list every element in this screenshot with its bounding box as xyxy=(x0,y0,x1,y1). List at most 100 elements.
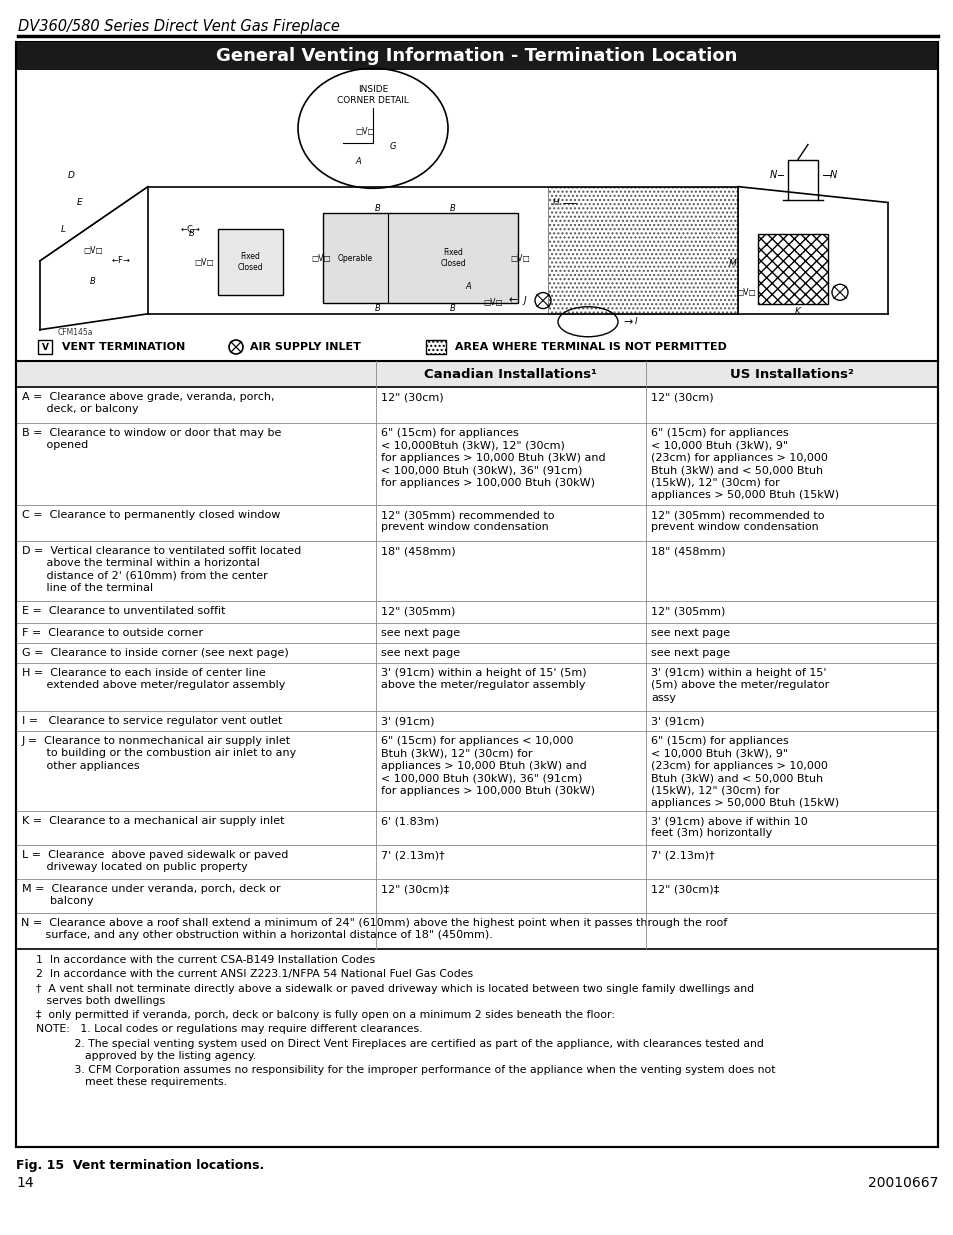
Text: 6' (1.83m): 6' (1.83m) xyxy=(380,816,438,826)
Text: A: A xyxy=(355,157,360,165)
Text: □V□: □V□ xyxy=(510,253,529,263)
Text: 18" (458mm): 18" (458mm) xyxy=(380,546,456,556)
Text: see next page: see next page xyxy=(380,629,459,638)
Text: E: E xyxy=(77,198,83,207)
Text: 2  In accordance with the current ANSI Z223.1/NFPA 54 National Fuel Gas Codes: 2 In accordance with the current ANSI Z2… xyxy=(36,969,473,979)
Bar xyxy=(16,42,937,1147)
Text: Fixed
Closed: Fixed Closed xyxy=(439,248,465,268)
Text: H =  Clearance to each inside of center line
       extended above meter/regulat: H = Clearance to each inside of center l… xyxy=(22,668,285,690)
Text: □V□: □V□ xyxy=(83,246,103,254)
Text: J: J xyxy=(523,296,526,305)
Text: 2. The special venting system used on Direct Vent Fireplaces are certified as pa: 2. The special venting system used on Di… xyxy=(36,1039,763,1061)
Text: N: N xyxy=(828,169,836,179)
Text: B: B xyxy=(189,228,194,237)
Bar xyxy=(16,361,937,387)
Text: 18" (458mm): 18" (458mm) xyxy=(650,546,725,556)
Text: G: G xyxy=(390,142,395,151)
Text: D: D xyxy=(68,172,74,180)
Text: N =  Clearance above a roof shall extend a minimum of 24" (610mm) above the high: N = Clearance above a roof shall extend … xyxy=(21,918,726,940)
Text: Canadian Installations¹: Canadian Installations¹ xyxy=(424,368,597,380)
Text: 12" (30cm): 12" (30cm) xyxy=(650,391,713,403)
Text: B: B xyxy=(90,278,95,287)
Text: 1  In accordance with the current CSA-B149 Installation Codes: 1 In accordance with the current CSA-B14… xyxy=(36,955,375,965)
Text: V: V xyxy=(42,342,49,352)
Text: H: H xyxy=(552,198,558,207)
Text: A =  Clearance above grade, veranda, porch,
       deck, or balcony: A = Clearance above grade, veranda, porc… xyxy=(22,391,274,415)
Text: I: I xyxy=(634,317,637,326)
Text: M =  Clearance under veranda, porch, deck or
        balcony: M = Clearance under veranda, porch, deck… xyxy=(22,884,280,906)
Text: K =  Clearance to a mechanical air supply inlet: K = Clearance to a mechanical air supply… xyxy=(22,816,284,826)
Bar xyxy=(38,340,52,354)
Bar xyxy=(426,340,446,354)
Text: A: A xyxy=(465,282,471,291)
Text: 3' (91cm) within a height of 15'
(5m) above the meter/regulator
assy: 3' (91cm) within a height of 15' (5m) ab… xyxy=(650,668,828,703)
Text: M: M xyxy=(728,259,736,268)
Text: see next page: see next page xyxy=(380,648,459,658)
Bar xyxy=(16,42,937,70)
Text: 3' (91cm): 3' (91cm) xyxy=(650,716,703,726)
Text: E =  Clearance to unventilated soffit: E = Clearance to unventilated soffit xyxy=(22,606,225,616)
Bar xyxy=(218,228,283,295)
Text: 6" (15cm) for appliances
< 10,000Btuh (3kW), 12" (30cm)
for appliances > 10,000 : 6" (15cm) for appliances < 10,000Btuh (3… xyxy=(380,429,605,488)
Text: □V□: □V□ xyxy=(193,258,213,267)
Text: ←F→: ←F→ xyxy=(112,257,131,266)
Text: 3' (91cm) within a height of 15' (5m)
above the meter/regulator assembly: 3' (91cm) within a height of 15' (5m) ab… xyxy=(380,668,586,690)
Text: J =  Clearance to nonmechanical air supply inlet
       to building or the combu: J = Clearance to nonmechanical air suppl… xyxy=(22,736,296,771)
Text: 20010667: 20010667 xyxy=(866,1176,937,1191)
Text: US Installations²: US Installations² xyxy=(729,368,853,380)
Text: AIR SUPPLY INLET: AIR SUPPLY INLET xyxy=(246,342,360,352)
Text: 7' (2.13m)†: 7' (2.13m)† xyxy=(380,850,444,860)
Text: D =  Vertical clearance to ventilated soffit located
       above the terminal w: D = Vertical clearance to ventilated sof… xyxy=(22,546,301,593)
Text: G =  Clearance to inside corner (see next page): G = Clearance to inside corner (see next… xyxy=(22,648,289,658)
Bar xyxy=(758,235,827,304)
Text: DV360/580 Series Direct Vent Gas Fireplace: DV360/580 Series Direct Vent Gas Firepla… xyxy=(18,19,339,33)
Text: CFM145a: CFM145a xyxy=(58,327,93,337)
Text: ←: ← xyxy=(508,295,517,305)
Text: ←C→: ←C→ xyxy=(181,225,201,233)
Text: 6" (15cm) for appliances
< 10,000 Btuh (3kW), 9"
(23cm) for appliances > 10,000
: 6" (15cm) for appliances < 10,000 Btuh (… xyxy=(650,736,839,808)
Text: □V□: □V□ xyxy=(482,298,502,308)
Text: INSIDE
CORNER DETAIL: INSIDE CORNER DETAIL xyxy=(336,85,409,105)
Text: Fig. 15  Vent termination locations.: Fig. 15 Vent termination locations. xyxy=(16,1158,264,1172)
Text: 3. CFM Corporation assumes no responsibility for the improper performance of the: 3. CFM Corporation assumes no responsibi… xyxy=(36,1065,775,1087)
Text: 14: 14 xyxy=(16,1176,33,1191)
Text: □V□: □V□ xyxy=(736,288,755,296)
Bar xyxy=(547,186,738,314)
Text: General Venting Information - Termination Location: General Venting Information - Terminatio… xyxy=(216,47,737,65)
Text: see next page: see next page xyxy=(650,629,729,638)
Text: 7' (2.13m)†: 7' (2.13m)† xyxy=(650,850,714,860)
Text: 12" (30cm)‡: 12" (30cm)‡ xyxy=(380,884,449,894)
Text: 3' (91cm): 3' (91cm) xyxy=(380,716,434,726)
Text: ‡  only permitted if veranda, porch, deck or balcony is fully open on a minimum : ‡ only permitted if veranda, porch, deck… xyxy=(36,1010,615,1020)
Text: B: B xyxy=(450,204,456,212)
Bar xyxy=(323,214,517,304)
Text: NOTE:   1. Local codes or regulations may require different clearances.: NOTE: 1. Local codes or regulations may … xyxy=(36,1025,422,1035)
Text: 6" (15cm) for appliances
< 10,000 Btuh (3kW), 9"
(23cm) for appliances > 10,000
: 6" (15cm) for appliances < 10,000 Btuh (… xyxy=(650,429,839,500)
Text: L =  Clearance  above paved sidewalk or paved
       driveway located on public : L = Clearance above paved sidewalk or pa… xyxy=(22,850,288,872)
Text: 12" (305mm) recommended to
prevent window condensation: 12" (305mm) recommended to prevent windo… xyxy=(380,510,554,532)
Text: K: K xyxy=(794,306,801,316)
Text: Fixed
Closed: Fixed Closed xyxy=(237,252,263,272)
Text: C =  Clearance to permanently closed window: C = Clearance to permanently closed wind… xyxy=(22,510,280,520)
Text: VENT TERMINATION: VENT TERMINATION xyxy=(58,342,185,352)
Text: L: L xyxy=(60,225,66,233)
Text: B: B xyxy=(375,204,380,212)
Text: 3' (91cm) above if within 10
feet (3m) horizontally: 3' (91cm) above if within 10 feet (3m) h… xyxy=(650,816,807,839)
Text: 12" (305mm) recommended to
prevent window condensation: 12" (305mm) recommended to prevent windo… xyxy=(650,510,823,532)
Text: AREA WHERE TERMINAL IS NOT PERMITTED: AREA WHERE TERMINAL IS NOT PERMITTED xyxy=(451,342,726,352)
Text: Operable: Operable xyxy=(337,253,373,263)
Text: †  A vent shall not terminate directly above a sidewalk or paved driveway which : † A vent shall not terminate directly ab… xyxy=(36,984,753,1007)
Text: N: N xyxy=(768,169,776,179)
Text: □V□: □V□ xyxy=(355,127,375,136)
Text: 12" (305mm): 12" (305mm) xyxy=(380,606,455,616)
Text: see next page: see next page xyxy=(650,648,729,658)
Text: 12" (30cm): 12" (30cm) xyxy=(380,391,443,403)
Text: B =  Clearance to window or door that may be
       opened: B = Clearance to window or door that may… xyxy=(22,429,281,451)
Text: F =  Clearance to outside corner: F = Clearance to outside corner xyxy=(22,629,203,638)
Text: □V□: □V□ xyxy=(311,253,331,263)
Text: →: → xyxy=(622,316,632,327)
Text: I =   Clearance to service regulator vent outlet: I = Clearance to service regulator vent … xyxy=(22,716,282,726)
Text: 6" (15cm) for appliances < 10,000
Btuh (3kW), 12" (30cm) for
appliances > 10,000: 6" (15cm) for appliances < 10,000 Btuh (… xyxy=(380,736,595,795)
Text: 12" (305mm): 12" (305mm) xyxy=(650,606,724,616)
Text: B: B xyxy=(450,304,456,312)
